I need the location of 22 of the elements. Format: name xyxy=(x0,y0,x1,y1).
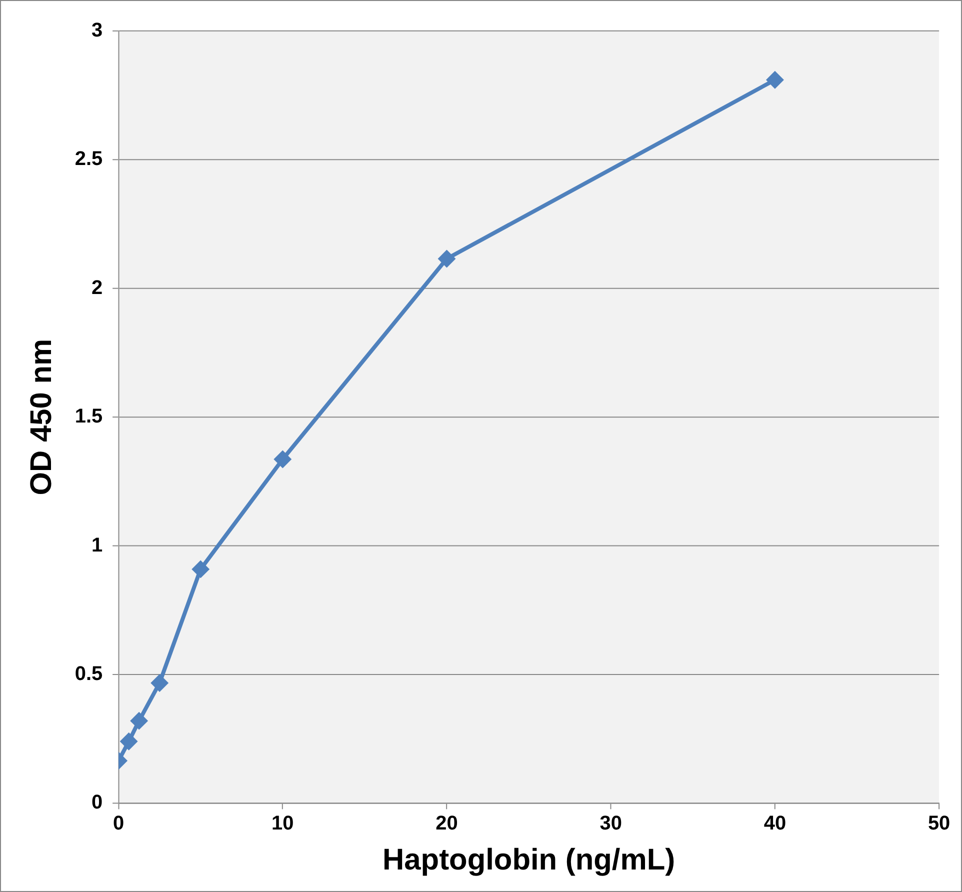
y-axis-title: OD 450 nm xyxy=(25,338,58,496)
point xyxy=(274,450,292,468)
y-tick-label: 1 xyxy=(91,534,103,556)
y-tick-label: 1.5 xyxy=(74,406,103,428)
y-tick-label: 2 xyxy=(91,276,103,299)
x-tick-label: 30 xyxy=(600,812,622,835)
x-tick-label: 50 xyxy=(928,812,950,835)
x-tick-label: 10 xyxy=(272,812,294,835)
point xyxy=(766,70,784,89)
point xyxy=(438,250,456,268)
point xyxy=(192,560,210,578)
x-tick-label: 0 xyxy=(113,812,124,835)
point xyxy=(130,712,148,730)
y-tick-label: 2.5 xyxy=(74,148,103,170)
x-axis-title: Haptoglobin (ng/mL) xyxy=(382,843,676,876)
point xyxy=(120,732,138,750)
y-tick-label: 0.5 xyxy=(74,662,103,685)
x-tick-label: 40 xyxy=(764,812,786,835)
y-tick-label: 0 xyxy=(91,792,103,814)
x-tick-label: 20 xyxy=(436,812,458,835)
point xyxy=(150,674,169,692)
y-tick-label: 3 xyxy=(91,19,103,42)
